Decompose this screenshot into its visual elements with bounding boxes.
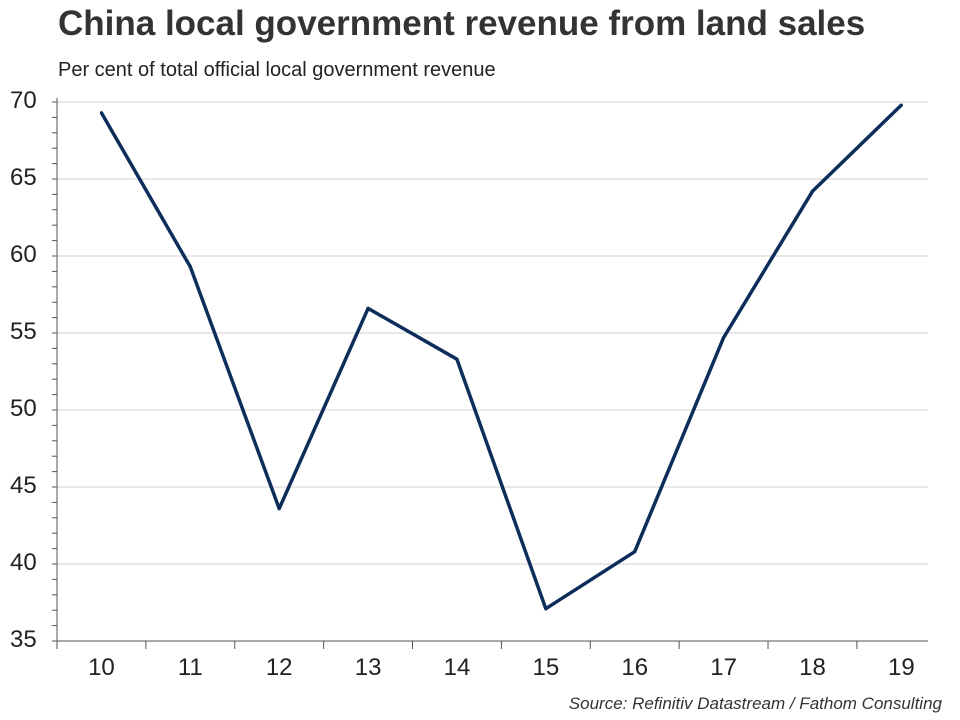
y-tick-label-40: 40 <box>10 549 37 576</box>
x-tick-label-12: 12 <box>266 654 293 681</box>
y-tick-label-35: 35 <box>10 626 37 653</box>
data-point-11 <box>188 265 192 269</box>
y-tick-label-70: 70 <box>10 87 37 114</box>
data-point-12 <box>277 506 281 511</box>
x-tick-label-14: 14 <box>444 654 471 681</box>
x-tick-label-15: 15 <box>532 654 559 681</box>
chart-title: China local government revenue from land… <box>58 4 866 43</box>
axes <box>52 98 928 649</box>
x-tick-label-11: 11 <box>178 654 203 681</box>
y-tick-label-55: 55 <box>10 318 37 345</box>
series-line-0 <box>99 103 903 611</box>
x-tick-label-18: 18 <box>799 654 826 681</box>
data-point-14 <box>455 357 459 361</box>
data-point-10 <box>99 111 104 115</box>
y-tick-label-60: 60 <box>10 241 37 268</box>
data-point-17 <box>721 336 726 340</box>
data-point-15 <box>544 607 548 611</box>
y-tick-label-45: 45 <box>10 472 37 499</box>
y-tick-label-65: 65 <box>10 164 37 191</box>
data-point-19 <box>899 103 903 107</box>
data-point-13 <box>366 306 370 310</box>
source-note: Source: Refinitiv Datastream / Fathom Co… <box>568 694 942 713</box>
data-point-16 <box>633 550 637 554</box>
x-tick-label-16: 16 <box>621 654 648 681</box>
y-tick-labels: 35 40 45 50 55 60 65 70 <box>10 87 37 653</box>
x-tick-label-13: 13 <box>355 654 382 681</box>
x-tick-label-10: 10 <box>88 654 115 681</box>
chart-subtitle: Per cent of total official local governm… <box>58 59 496 81</box>
gridlines <box>57 101 928 565</box>
x-tick-label-19: 19 <box>888 654 915 681</box>
series <box>99 103 903 611</box>
x-tick-label-17: 17 <box>710 654 737 681</box>
y-tick-label-50: 50 <box>10 395 37 422</box>
data-point-18 <box>810 189 815 193</box>
x-tick-labels: 10 11 12 13 14 15 16 17 18 19 <box>88 654 915 681</box>
